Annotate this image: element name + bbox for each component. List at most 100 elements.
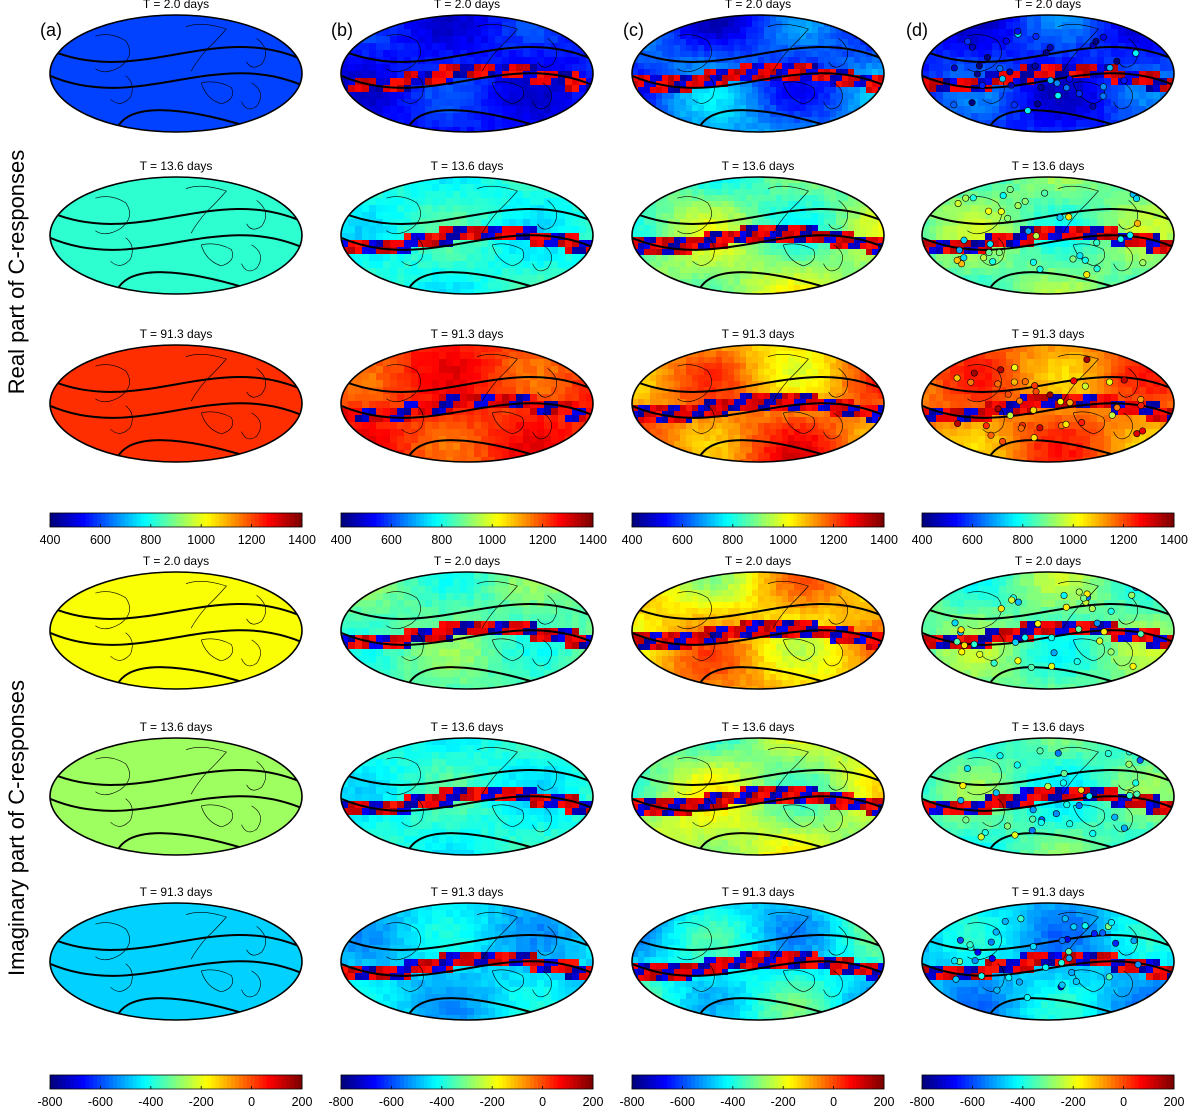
observatory-marker — [1015, 978, 1023, 986]
observatory-marker — [1128, 591, 1136, 599]
observatory-marker — [1092, 37, 1100, 45]
map-outline — [340, 902, 594, 1021]
coastlines — [95, 581, 267, 667]
observatory-marker — [968, 99, 976, 107]
coastlines — [386, 185, 558, 272]
panel-title: T = 2.0 days — [1015, 0, 1081, 11]
colorbar-tick-label: -200 — [189, 1095, 214, 1109]
map-panel-imaginary-d-3: T = 91.3 days — [921, 885, 1175, 1021]
observatory-marker — [960, 254, 968, 262]
observatory-marker — [964, 37, 972, 45]
observatory-marker — [994, 380, 1002, 388]
colorbar-tick-label: 1000 — [478, 533, 506, 547]
observatory-marker — [1090, 930, 1098, 938]
observatory-marker — [1002, 37, 1010, 45]
observatory-marker — [993, 986, 1001, 994]
colorbar-tick-label: 1400 — [288, 533, 316, 547]
observatory-marker — [977, 972, 985, 980]
observatory-marker — [1107, 607, 1115, 615]
colorbar-tick-label: -600 — [670, 1095, 695, 1109]
magnetic-latitude-lines — [341, 208, 593, 294]
observatory-marker — [988, 955, 996, 963]
observatory-marker — [995, 249, 1003, 257]
observatory-marker — [1014, 27, 1022, 35]
map-outline — [631, 737, 885, 856]
colorbar-tick-label: 1000 — [1059, 533, 1087, 547]
colorbar-tick-label: -400 — [429, 1095, 454, 1109]
observatory-marker — [1047, 76, 1055, 84]
colorbar-tick-label: 0 — [248, 1095, 255, 1109]
observatory-marker — [1075, 625, 1083, 633]
colorbar-tick-label: 400 — [912, 533, 933, 547]
observatory-marker — [953, 256, 961, 264]
observatory-marker — [953, 374, 961, 382]
observatory-marker — [1111, 813, 1119, 821]
colorbar-tick-label: -800 — [37, 1095, 62, 1109]
panel-title: T = 2.0 days — [1015, 554, 1081, 568]
observatory-marker — [1070, 923, 1078, 931]
coastlines — [386, 581, 558, 667]
observatory-marker — [1137, 630, 1145, 638]
panel-title: T = 91.3 days — [722, 885, 795, 899]
magnetic-latitude-lines — [50, 376, 302, 462]
observatory-marker — [1052, 810, 1060, 818]
colorbar-tick-label: 1200 — [529, 533, 557, 547]
observatory-marker — [1031, 62, 1039, 70]
colorbar-tick-label: -400 — [1010, 1095, 1035, 1109]
colorbar-tick-label: 800 — [140, 533, 161, 547]
panel-title: T = 91.3 days — [722, 327, 795, 341]
observatory-marker — [1011, 831, 1019, 839]
colorbar-tick-label: -800 — [619, 1095, 644, 1109]
map-panel-real-c-3: T = 91.3 days — [631, 327, 885, 463]
map-field — [632, 572, 884, 689]
observatory-marker — [986, 240, 994, 248]
observatory-marker — [1003, 822, 1011, 830]
observatory-marker — [1053, 79, 1061, 87]
colorbar-tick-label: -200 — [480, 1095, 505, 1109]
observatory-marker — [973, 70, 981, 78]
observatory-marker — [1023, 994, 1031, 1002]
observatory-marker — [1105, 973, 1113, 981]
observatory-marker — [1068, 969, 1076, 977]
colorbar-tick-label: -800 — [328, 1095, 353, 1109]
observatory-marker — [1031, 382, 1039, 390]
panel-title: T = 2.0 days — [143, 554, 209, 568]
map-outline — [340, 14, 594, 133]
observatory-marker — [1014, 598, 1022, 606]
observatory-marker — [1050, 649, 1058, 657]
observatory-marker — [1070, 377, 1078, 385]
observatory-marker — [1125, 760, 1133, 768]
observatory-marker — [1060, 770, 1068, 778]
map-panel-real-d-2: T = 13.6 days — [921, 159, 1175, 295]
map-panel-imaginary-c-2: T = 13.6 days — [631, 720, 885, 856]
coastlines — [677, 581, 849, 667]
observatory-marker — [1093, 265, 1101, 273]
observatory-marker — [1075, 588, 1083, 596]
coastlines — [386, 24, 558, 110]
observatory-marker — [1066, 75, 1074, 83]
magnetic-latitude-lines — [341, 769, 593, 855]
observatory-marker — [1083, 271, 1091, 279]
observatory-marker — [1032, 32, 1040, 40]
observatory-marker — [1120, 77, 1128, 85]
map-panel-imaginary-a-1: T = 2.0 days — [49, 554, 303, 690]
observatory-marker — [1004, 390, 1012, 398]
observatory-marker — [1085, 792, 1093, 800]
map-panel-real-c-1: T = 2.0 days — [631, 0, 885, 133]
magnetic-latitude-lines — [632, 603, 884, 689]
row-label-imaginary: Imaginary part of C-responses — [4, 680, 29, 976]
observatory-marker — [950, 101, 958, 109]
magnetic-latitude-lines — [341, 934, 593, 1020]
observatory-marker — [1120, 824, 1128, 832]
observatory-marker — [1139, 259, 1147, 267]
observatory-marker — [1134, 961, 1142, 969]
observatory-marker — [954, 420, 962, 428]
colorbar-tick-label: 1200 — [1110, 533, 1138, 547]
coastlines — [95, 185, 267, 272]
colorbar-real-c: 400 600 800 1000 1200 1400 — [622, 512, 898, 547]
observatory-marker — [982, 422, 990, 430]
map-panel-imaginary-c-3: T = 91.3 days — [631, 885, 885, 1021]
observatory-marker — [1001, 917, 1009, 925]
observatory-marker — [1024, 107, 1032, 115]
magnetic-latitude-lines — [632, 769, 884, 855]
